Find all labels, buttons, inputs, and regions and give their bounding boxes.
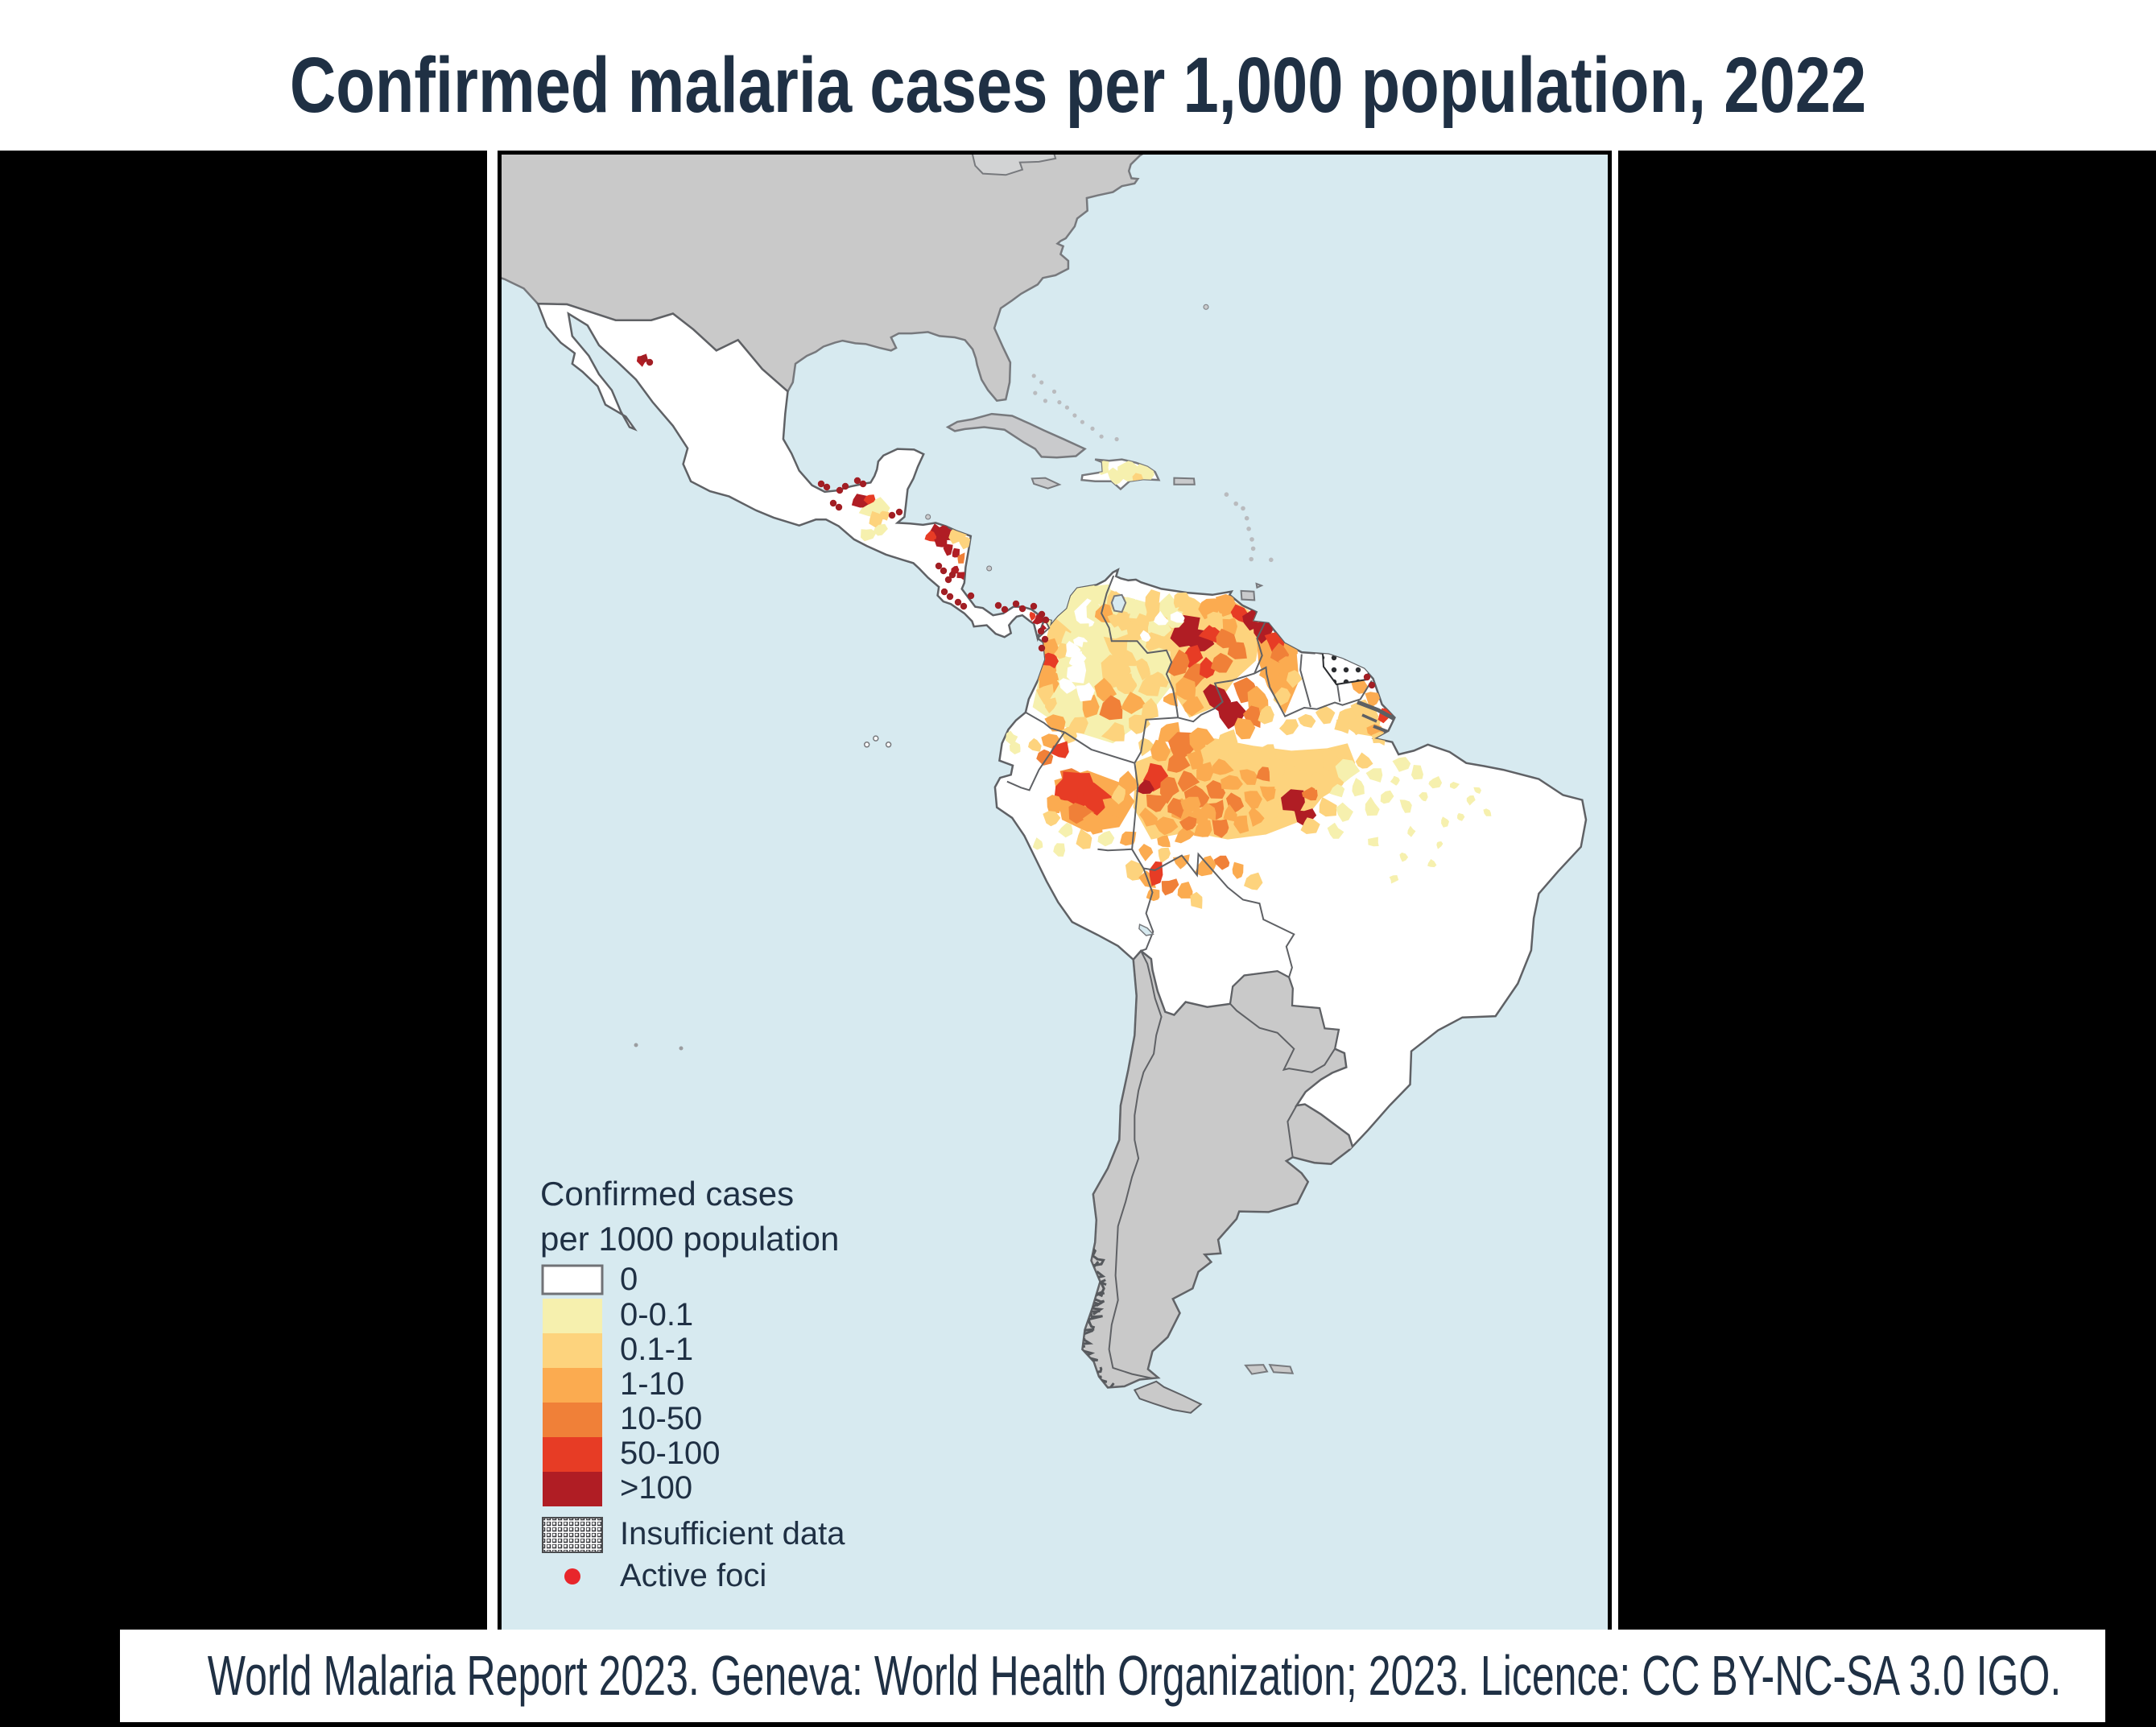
svg-text:1-10: 1-10 [620, 1366, 684, 1402]
svg-text:0-0.1: 0-0.1 [620, 1297, 693, 1332]
svg-text:0.1-1: 0.1-1 [620, 1332, 693, 1367]
svg-text:>100: >100 [620, 1470, 692, 1506]
svg-text:10-50: 10-50 [620, 1401, 702, 1436]
svg-text:per 1000 population: per 1000 population [540, 1220, 839, 1258]
svg-text:0: 0 [620, 1262, 638, 1297]
svg-text:Insufficient data: Insufficient data [620, 1516, 845, 1551]
svg-text:Active foci: Active foci [620, 1558, 766, 1593]
svg-text:Confirmed cases: Confirmed cases [540, 1175, 794, 1213]
svg-text:50-100: 50-100 [620, 1436, 721, 1471]
